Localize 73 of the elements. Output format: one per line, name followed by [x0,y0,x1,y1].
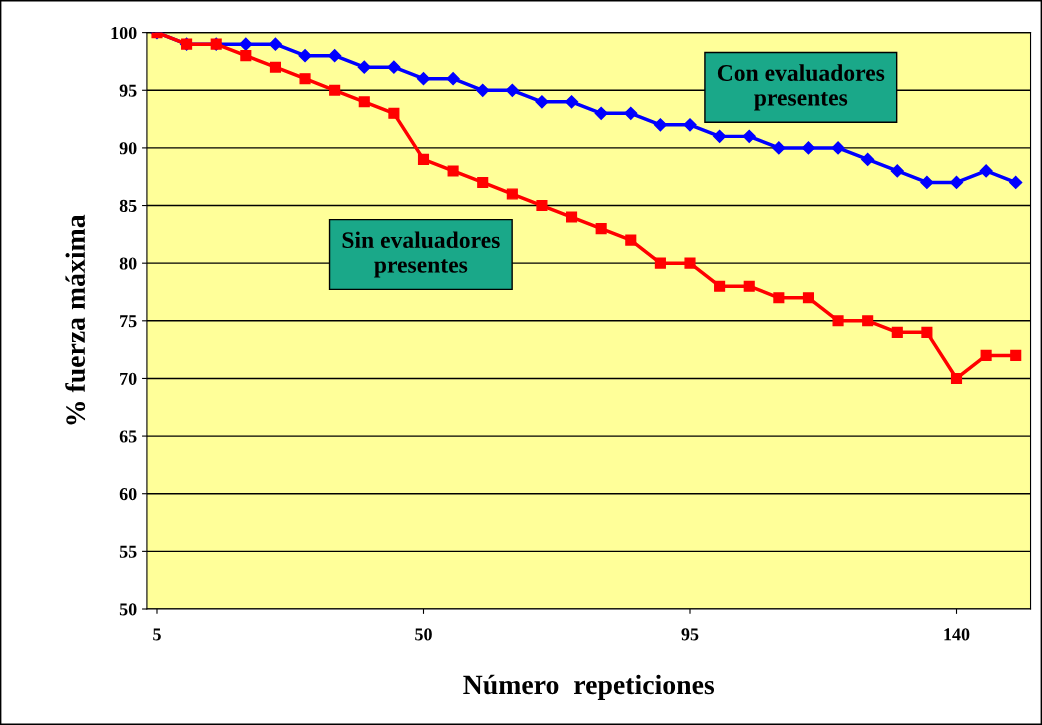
point [979,164,993,178]
point [477,176,489,189]
point [447,165,459,177]
y-tick-label: 65 [119,430,137,443]
point [624,106,638,120]
point [683,118,697,132]
y-axis-title: % fuerza máxima [65,214,86,425]
y-tick-label: 85 [119,199,137,212]
point [949,175,964,190]
point [832,315,844,327]
point [802,292,815,304]
point [831,141,845,155]
series-label: Sin evaluadores presentes [342,231,500,278]
x-tick-label: 140 [944,628,970,641]
point [950,372,963,385]
point [505,83,519,97]
point [416,72,431,86]
y-tick-label: 90 [119,142,137,155]
x-tick-label: 95 [681,628,699,641]
y-tick-label: 70 [120,372,137,385]
point [298,49,312,63]
y-tick-label: 75 [120,315,137,328]
series-label: Con evaluadores presentes [717,64,885,111]
point [239,37,253,51]
point [388,107,400,119]
point [240,50,252,62]
point [742,129,756,143]
point [535,95,549,109]
point [861,152,875,167]
point [565,211,578,223]
y-tick-label: 55 [119,545,137,558]
point [446,72,460,86]
point [268,37,283,51]
point [536,199,548,212]
y-tick-label: 50 [119,603,137,616]
point [357,60,371,74]
point [713,129,727,143]
point [1009,175,1023,190]
point [564,95,579,109]
point [329,84,341,96]
x-axis-title: Número repeticiones [463,674,715,700]
point [506,188,518,200]
point [476,83,490,97]
point [684,257,696,269]
point [1010,349,1022,361]
y-tick-label: 80 [119,257,137,270]
point [625,234,637,246]
point [890,164,904,178]
point [891,326,903,338]
point [862,315,874,327]
point [653,118,667,132]
point [980,349,992,361]
point [921,326,933,338]
point [387,60,401,74]
point [269,61,281,73]
x-tick-label: 50 [415,628,432,641]
point [714,280,726,292]
point [743,280,755,292]
point [328,49,342,63]
x-tick-label: 5 [153,628,161,641]
point [595,223,607,235]
point [773,292,785,304]
point [594,106,608,120]
point [772,141,786,155]
point [654,257,666,269]
point [417,153,430,165]
y-tick-label: 60 [119,487,137,501]
point [299,73,311,85]
point [920,175,934,190]
point [358,96,370,108]
point [801,141,816,155]
y-tick-label: 100 [111,26,137,40]
y-tick-label: 95 [119,84,137,97]
